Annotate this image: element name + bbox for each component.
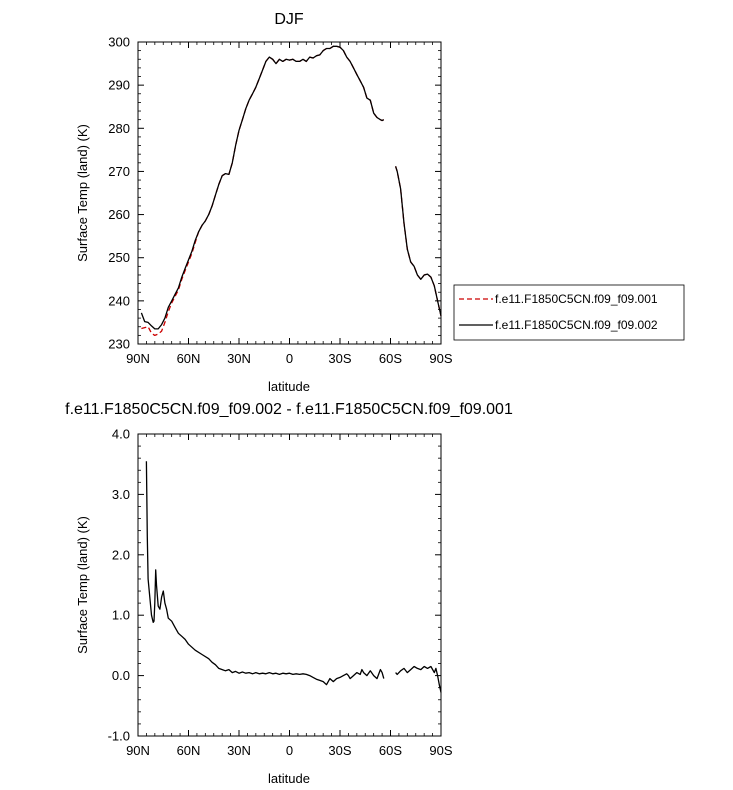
x-tick-label: 60S: [379, 743, 402, 758]
y-tick-label: 240: [108, 293, 130, 308]
y-tick-label: 270: [108, 164, 130, 179]
y-tick-label: 280: [108, 121, 130, 136]
x-tick-label: 90S: [429, 743, 452, 758]
x-axis-label: latitude: [268, 379, 310, 394]
x-tick-label: 60N: [177, 743, 201, 758]
x-tick-label: 90S: [429, 351, 452, 366]
y-tick-label: -1.0: [108, 729, 130, 744]
legend-label-series-1: f.e11.F1850C5CN.f09_f09.001: [495, 292, 658, 306]
series-1-line: [145, 461, 385, 686]
y-tick-label: 2.0: [112, 547, 130, 562]
series-1-line: [394, 166, 442, 317]
y-tick-label: 300: [108, 35, 130, 50]
x-tick-label: 0: [286, 743, 293, 758]
series-1-line: [141, 45, 385, 337]
x-tick-label: 90N: [126, 351, 150, 366]
y-tick-label: 230: [108, 337, 130, 352]
plot-frame: [137, 433, 442, 737]
series-2-line: [394, 166, 442, 317]
y-axis-label: Surface Temp (land) (K): [75, 124, 90, 262]
y-tick-label: 260: [108, 207, 130, 222]
chart-title: f.e11.F1850C5CN.f09_f09.002 - f.e11.F185…: [65, 401, 513, 418]
y-tick-label: 1.0: [112, 608, 130, 623]
legend-label-series-2: f.e11.F1850C5CN.f09_f09.002: [495, 318, 658, 332]
y-tick-label: 3.0: [112, 487, 130, 502]
plot-frame: [137, 41, 442, 345]
x-tick-label: 30S: [328, 743, 351, 758]
y-axis-label: Surface Temp (land) (K): [75, 516, 90, 654]
legend-box: [453, 284, 685, 341]
x-tick-label: 60S: [379, 351, 402, 366]
y-tick-label: 250: [108, 250, 130, 265]
y-tick-label: 0.0: [112, 668, 130, 683]
y-tick-label: 290: [108, 78, 130, 93]
panel-top: DJF 90N 60N 30N 0 30S 60S 90S 230 240 250 260 270 28…: [75, 11, 453, 394]
x-tick-label: 30N: [227, 743, 251, 758]
chart-title: DJF: [274, 11, 304, 28]
series-1-line: [395, 665, 442, 693]
series-2-line: [140, 45, 385, 330]
y-tick-label: 4.0: [112, 427, 130, 442]
x-tick-label: 90N: [126, 743, 150, 758]
x-axis-label: latitude: [268, 771, 310, 786]
x-tick-label: 30N: [227, 351, 251, 366]
panel-bottom: f.e11.F1850C5CN.f09_f09.002 - f.e11.F185…: [65, 401, 513, 786]
x-tick-label: 30S: [328, 351, 351, 366]
legend: f.e11.F1850C5CN.f09_f09.001 f.e11.F1850C…: [453, 284, 685, 341]
x-tick-label: 60N: [177, 351, 201, 366]
x-tick-label: 0: [286, 351, 293, 366]
